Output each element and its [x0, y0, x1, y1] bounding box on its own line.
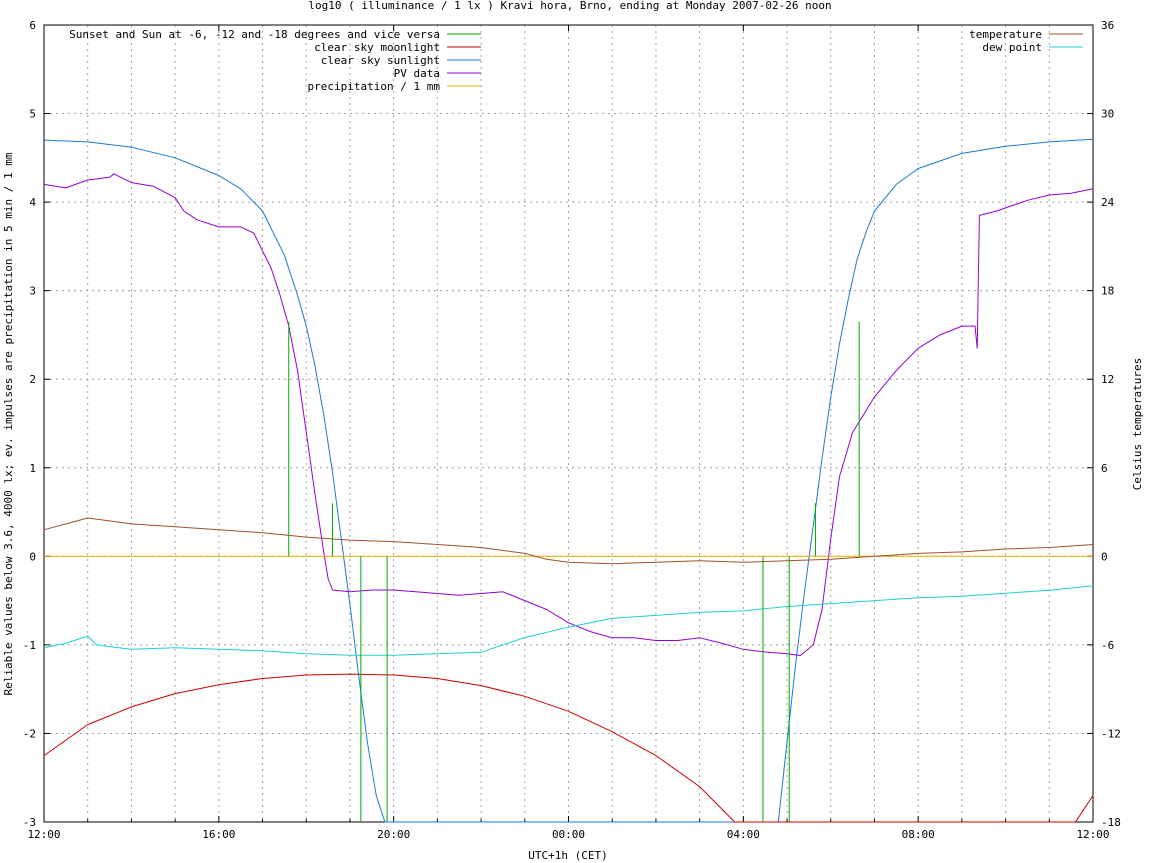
y2-tick-label: 0	[1101, 550, 1108, 563]
y2-tick-label: 12	[1101, 373, 1114, 386]
series-line-clear-sky-sunlight	[43, 138, 1094, 823]
x-tick-label: 20:00	[377, 828, 410, 841]
y-tick-label: 1	[29, 462, 36, 475]
y2-tick-label: -6	[1101, 639, 1114, 652]
series-line-dew-point	[43, 585, 1094, 656]
x-axis-label: UTC+1h (CET)	[528, 849, 607, 862]
x-tick-label: 12:00	[27, 828, 60, 841]
y-tick-label: 6	[29, 19, 36, 32]
y-tick-label: 5	[29, 108, 36, 121]
legend-label-pv-data: PV data	[394, 67, 440, 80]
legend: Sunset and Sun at -6, -12 and -18 degree…	[69, 28, 1083, 93]
y-tick-label: -3	[23, 816, 36, 829]
y2-tick-label: 24	[1101, 196, 1115, 209]
y-tick-label: 4	[29, 196, 36, 209]
x-tick-label: 12:00	[1076, 828, 1109, 841]
x-tick-label: 16:00	[202, 828, 235, 841]
legend-label-clear-sky-sunlight: clear sky sunlight	[321, 54, 440, 67]
y-tick-label: -1	[23, 639, 36, 652]
grid-lines	[44, 25, 1093, 822]
legend-label-dew-point: dew point	[982, 41, 1042, 54]
y2-tick-label: -18	[1101, 816, 1121, 829]
series-line-pv-data	[43, 173, 1094, 656]
legend-label-precipitation-1-mm: precipitation / 1 mm	[308, 80, 441, 93]
legend-label-temperature: temperature	[969, 28, 1042, 41]
legend-label-clear-sky-moonlight: clear sky moonlight	[314, 41, 440, 54]
y-tick-label: 3	[29, 285, 36, 298]
y2-axis-label: Celsius temperatures	[1131, 358, 1144, 490]
series-line-temperature	[43, 517, 1094, 565]
y-tick-label: 2	[29, 373, 36, 386]
y-tick-label: 0	[29, 550, 36, 563]
legend-label-sunset-and-sun-at-6-12-and-18-degrees-and-vice-versa: Sunset and Sun at -6, -12 and -18 degree…	[69, 28, 440, 41]
x-tick-label: 08:00	[902, 828, 935, 841]
series-line-clear-sky-moonlight	[43, 673, 1094, 823]
y-axis-label: Reliable values below 3.6, 4000 lx; ev. …	[2, 152, 15, 695]
y2-tick-label: -12	[1101, 727, 1121, 740]
plot-frame	[43, 24, 1094, 823]
y2-tick-label: 30	[1101, 108, 1114, 121]
x-tick-label: 00:00	[552, 828, 585, 841]
y-tick-label: -2	[23, 727, 36, 740]
series-group	[43, 138, 1094, 823]
axis-ticks: 12:00 16:00 20:00 00:00 04:00 08:00 12:00-3-2-…	[23, 19, 1121, 841]
chart-title: log10 ( illuminance / 1 lx ) Kravi hora,…	[308, 0, 831, 12]
y2-tick-label: 18	[1101, 285, 1114, 298]
y2-tick-label: 36	[1101, 19, 1114, 32]
y2-tick-label: 6	[1101, 462, 1108, 475]
x-tick-label: 04:00	[727, 828, 760, 841]
